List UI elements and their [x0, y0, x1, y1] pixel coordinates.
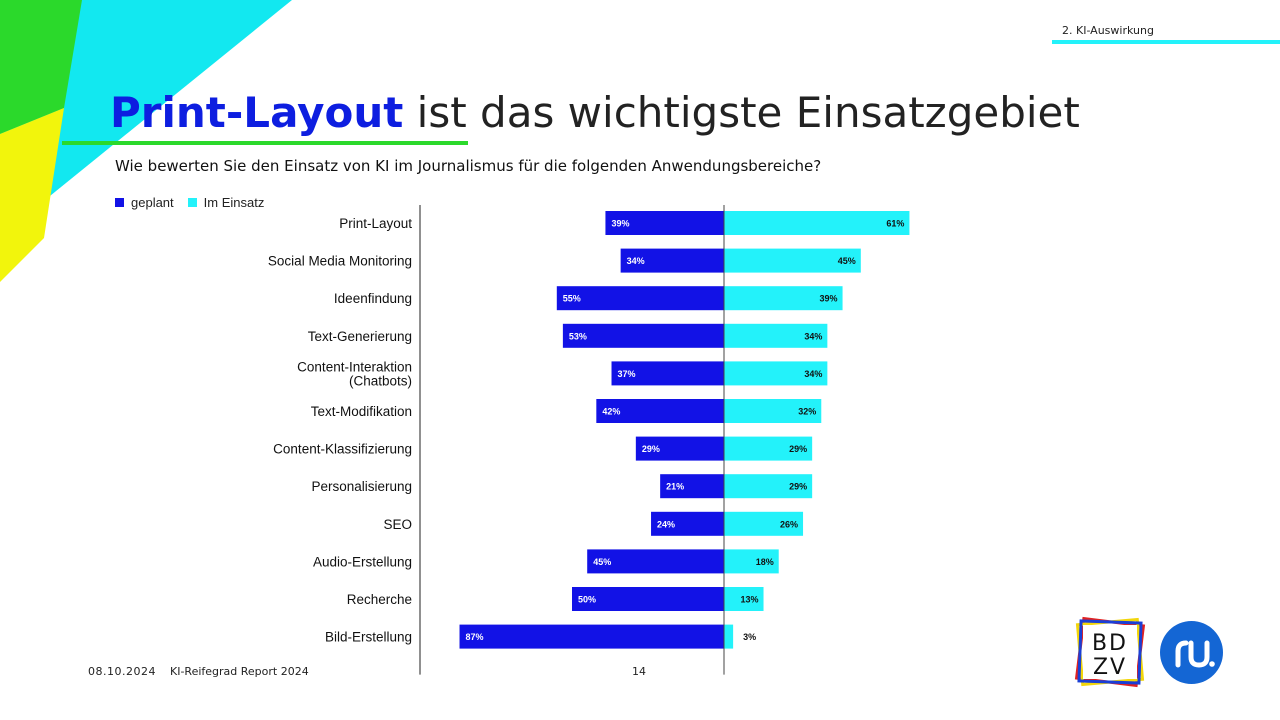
data-label-planned: 42% — [602, 407, 620, 417]
bar-planned — [562, 323, 724, 348]
title-rest: ist das wichtigste Einsatzgebiet — [403, 88, 1080, 137]
page-number: 14 — [632, 665, 646, 678]
partner-logo-mark-icon — [1175, 640, 1215, 668]
bar-in-use — [724, 399, 822, 423]
category-label: Text-Modifikation — [311, 404, 412, 419]
data-label-planned: 53% — [569, 331, 587, 341]
bar-planned — [660, 474, 724, 499]
data-label-planned: 50% — [578, 595, 596, 605]
category-label: Audio-Erstellung — [313, 554, 412, 569]
bar-in-use — [724, 361, 828, 386]
bar-in-use — [724, 286, 843, 311]
category-label: Personalisierung — [311, 479, 412, 494]
category-label: Social Media Monitoring — [268, 254, 412, 269]
section-label: 2. KI-Auswirkung — [1062, 24, 1154, 37]
data-label-in-use: 34% — [804, 369, 822, 379]
data-label-in-use: 26% — [780, 519, 798, 529]
category-label: Content-Interaktion — [297, 359, 412, 374]
category-label: Ideenfindung — [334, 291, 412, 306]
data-label-in-use: 29% — [789, 444, 807, 454]
data-label-in-use: 45% — [838, 256, 856, 266]
data-label-in-use: 39% — [820, 294, 838, 304]
data-label-in-use: 13% — [741, 595, 759, 605]
category-label: Bild-Erstellung — [325, 630, 412, 645]
category-label-line-2: (Chatbots) — [349, 373, 412, 388]
legend-swatch-planned — [115, 198, 124, 207]
survey-question: Wie bewerten Sie den Einsatz von KI im J… — [115, 157, 822, 175]
cyan-triangle — [0, 0, 292, 230]
bar-in-use — [724, 474, 813, 499]
title-underline — [62, 141, 468, 145]
data-label-in-use: 29% — [789, 482, 807, 492]
bar-planned — [459, 624, 724, 649]
footer-date: 08.10.2024 — [88, 665, 156, 678]
data-label-planned: 24% — [657, 519, 675, 529]
data-label-planned: 29% — [642, 444, 660, 454]
bar-planned — [596, 399, 724, 423]
section-underline — [1052, 40, 1280, 44]
data-label-in-use: 34% — [804, 331, 822, 341]
green-shape — [0, 0, 82, 134]
corner-decoration — [0, 0, 292, 282]
data-label-in-use: 61% — [886, 219, 904, 229]
bar-in-use — [724, 587, 764, 611]
data-label-planned: 21% — [666, 482, 684, 492]
bdzv-logo: BD ZV — [1074, 616, 1146, 688]
bar-in-use — [724, 436, 813, 461]
bar-in-use — [724, 624, 734, 649]
data-label-planned: 45% — [593, 557, 611, 567]
data-label-in-use: 3% — [743, 632, 756, 642]
category-label: SEO — [383, 517, 412, 532]
legend-item-in-use: Im Einsatz — [187, 195, 265, 210]
category-label: Print-Layout — [339, 216, 412, 231]
legend-label-in-use: Im Einsatz — [203, 195, 265, 210]
legend-swatch-in-use — [187, 198, 197, 207]
data-label-in-use: 18% — [756, 557, 774, 567]
legend-label-planned: geplant — [131, 195, 174, 210]
bar-planned — [635, 436, 724, 461]
data-label-planned: 39% — [611, 219, 629, 229]
category-label: Recherche — [347, 592, 412, 607]
bar-planned — [651, 511, 724, 536]
bdzv-logo-line-2: ZV — [1093, 655, 1127, 680]
bdzv-logo-line-1: BD — [1092, 631, 1128, 656]
bar-planned — [556, 286, 724, 311]
chart-legend: geplant Im Einsatz — [115, 195, 264, 210]
category-label: Content-Klassifizierung — [273, 442, 412, 457]
bar-in-use — [724, 549, 779, 574]
partner-logo — [1160, 621, 1223, 684]
page-title: Print-Layout ist das wichtigste Einsatzg… — [110, 86, 1080, 140]
data-label-planned: 55% — [563, 294, 581, 304]
bar-planned — [611, 361, 724, 386]
data-label-planned: 34% — [627, 256, 645, 266]
data-label-planned: 87% — [466, 632, 484, 642]
footer-report-title: KI-Reifegrad Report 2024 — [170, 665, 309, 678]
title-highlight: Print-Layout — [110, 88, 404, 137]
bar-in-use — [724, 511, 804, 536]
bar-in-use — [724, 248, 861, 273]
data-label-planned: 37% — [618, 369, 636, 379]
yellow-shape — [0, 108, 64, 282]
data-label-in-use: 32% — [798, 407, 816, 417]
bar-planned — [605, 211, 724, 235]
category-label: Text-Generierung — [308, 329, 412, 344]
bar-planned — [620, 248, 724, 273]
bar-in-use — [724, 211, 910, 235]
bar-in-use — [724, 323, 828, 348]
bar-planned — [572, 587, 724, 611]
legend-item-planned: geplant — [115, 195, 174, 210]
bar-planned — [587, 549, 724, 574]
